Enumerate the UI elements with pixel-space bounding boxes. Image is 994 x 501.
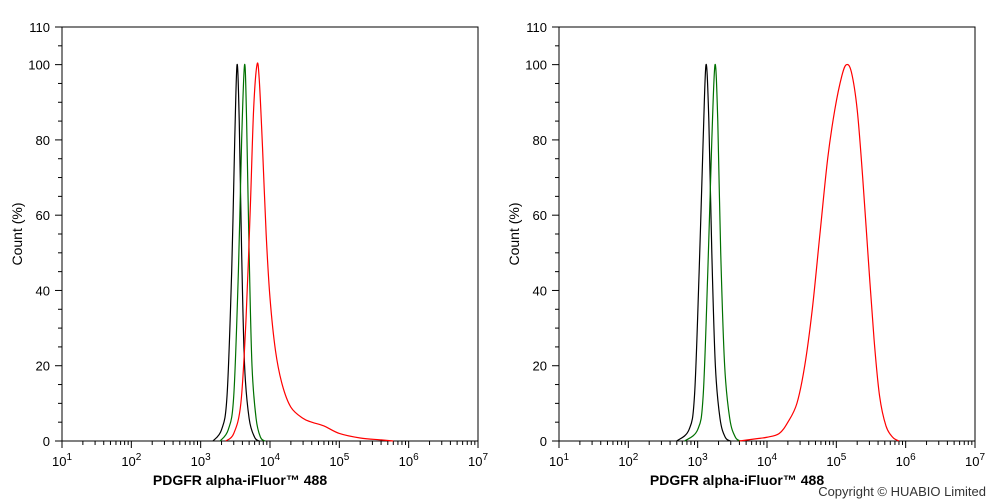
x-tick-label: 104	[260, 452, 280, 469]
y-axis-title: Count (%)	[506, 202, 522, 265]
plot-frame	[61, 26, 479, 442]
y-tick-label: 100	[28, 58, 50, 73]
x-axis-title: PDGFR alpha-iFluor™ 488	[650, 472, 824, 488]
y-tick-label: 20	[36, 359, 50, 374]
x-tick-label: 105	[826, 452, 846, 469]
x-tick-label: 103	[191, 452, 211, 469]
y-tick-label: 110	[29, 20, 50, 35]
y-tick-label: 80	[36, 133, 50, 148]
y-tick-label: 60	[36, 208, 50, 223]
x-tick-label: 102	[121, 452, 141, 469]
y-tick-label: 0	[540, 434, 547, 449]
plot-frame	[558, 26, 976, 442]
histogram-curve-1	[219, 64, 266, 442]
x-tick-label: 104	[757, 452, 777, 469]
histogram-curve-0	[212, 64, 260, 442]
histogram-curve-2	[225, 62, 394, 442]
y-tick-label: 40	[36, 283, 50, 298]
x-tick-label: 106	[896, 452, 916, 469]
histogram-curve-0	[676, 64, 732, 442]
x-tick-label: 107	[468, 452, 488, 469]
x-tick-label: 101	[52, 452, 72, 469]
y-tick-label: 110	[526, 20, 547, 35]
y-tick-label: 60	[533, 208, 547, 223]
histogram-curve-2	[739, 63, 900, 442]
y-tick-label: 0	[43, 434, 50, 449]
histogram-panel-right: 101 102 103 104 105 106 107 0 20 40 60 80 100 110 Coun…	[506, 20, 985, 488]
x-tick-label: 103	[688, 452, 708, 469]
y-axis-title: Count (%)	[9, 202, 25, 265]
histogram-curve-1	[684, 64, 742, 442]
y-tick-label: 100	[525, 58, 547, 73]
y-tick-label: 40	[533, 283, 547, 298]
copyright-text: Copyright © HUABIO Limited	[818, 484, 986, 499]
x-tick-label: 102	[618, 452, 638, 469]
x-tick-label: 107	[965, 452, 985, 469]
y-tick-label: 80	[533, 133, 547, 148]
x-axis-title: PDGFR alpha-iFluor™ 488	[153, 472, 327, 488]
x-tick-label: 105	[329, 452, 349, 469]
x-tick-label: 101	[549, 452, 569, 469]
x-tick-label: 106	[399, 452, 419, 469]
histogram-panel-left: 101 102 103 104 105 106 107 0 20 40 60 80 100 110 Coun…	[9, 20, 488, 488]
y-tick-label: 20	[533, 359, 547, 374]
